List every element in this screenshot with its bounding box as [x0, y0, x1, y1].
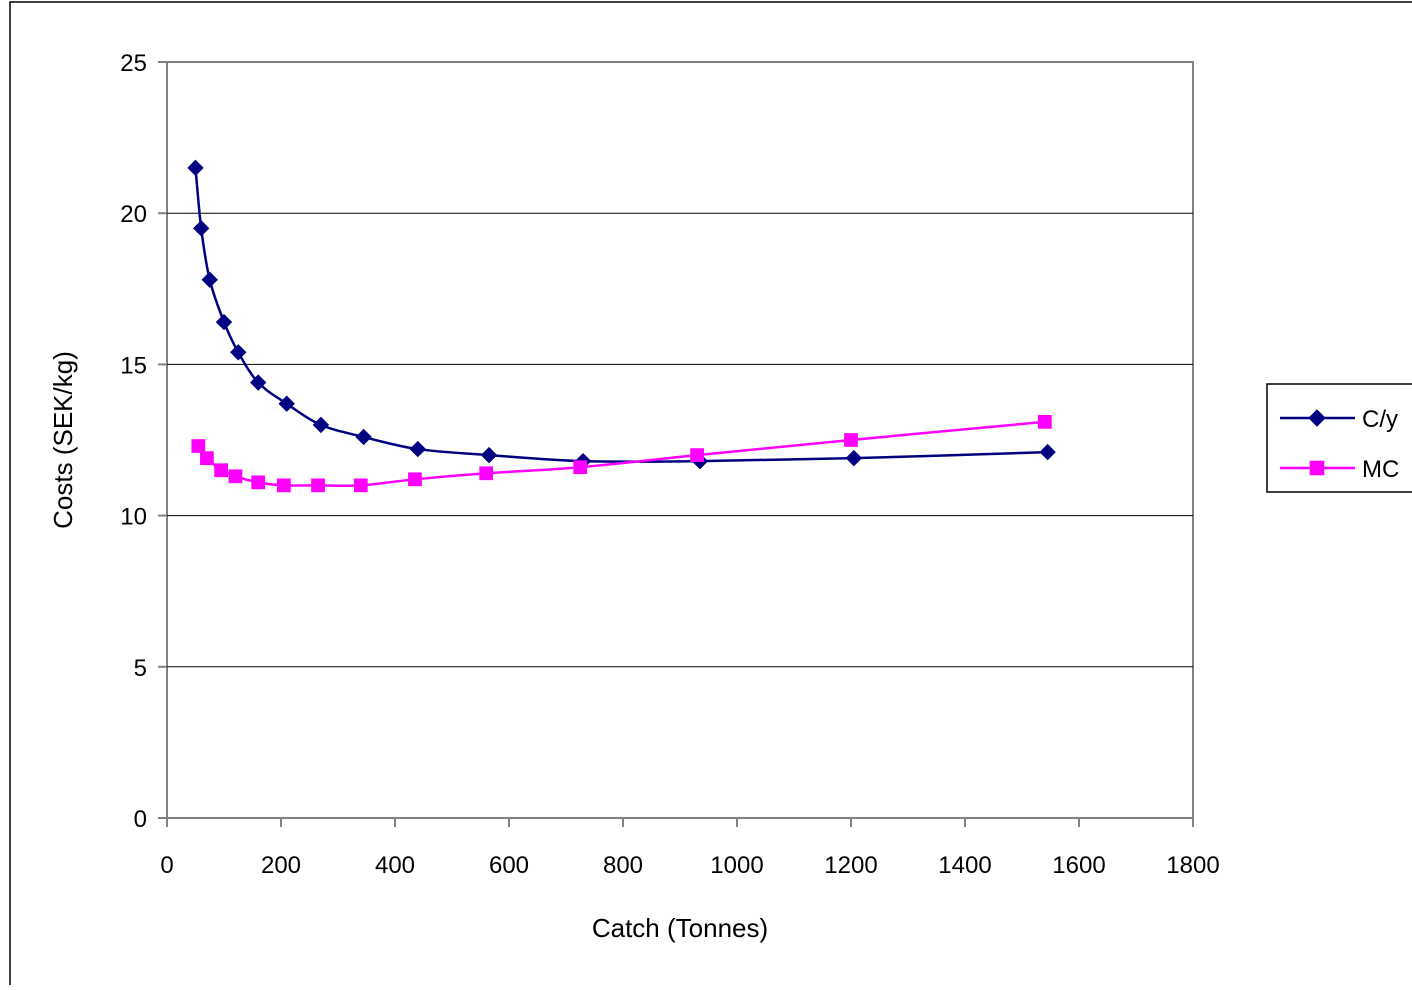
data-point [409, 440, 427, 458]
data-point [408, 472, 422, 487]
x-tick-label: 0 [160, 852, 173, 879]
data-point [230, 344, 247, 361]
data-point [844, 433, 858, 447]
data-point [353, 478, 368, 493]
y-axis-title: Costs (SEK/kg) [48, 351, 78, 529]
legend-label: MC [1362, 456, 1399, 483]
series-0 [187, 159, 1056, 470]
x-tick-label: 1600 [1052, 852, 1105, 879]
series-1 [191, 414, 1052, 493]
legend: C/y MC [1266, 383, 1412, 493]
x-tick-label: 400 [375, 852, 415, 879]
legend-label: C/y [1362, 406, 1398, 433]
x-axis-title: Catch (Tonnes) [592, 913, 768, 943]
data-point [480, 446, 498, 464]
y-tick-label: 0 [134, 806, 147, 833]
data-point [278, 395, 295, 412]
legend-marker [1308, 409, 1326, 427]
data-point [249, 374, 267, 391]
data-point [200, 451, 214, 466]
legend-items: C/y MC [1280, 406, 1399, 483]
plot-area [166, 61, 1194, 819]
data-point [479, 466, 494, 481]
legend-box [1266, 383, 1412, 493]
x-tick-label: 1000 [710, 852, 763, 879]
data-point [311, 478, 325, 493]
data-point [845, 449, 863, 467]
data-point [1037, 414, 1052, 429]
x-tick-label: 600 [489, 852, 529, 879]
legend-marker [1309, 460, 1325, 476]
x-tick-label: 1400 [938, 852, 991, 879]
y-tick-label: 10 [120, 504, 147, 531]
x-tick-label: 800 [603, 852, 643, 879]
y-tick-label: 15 [120, 352, 147, 379]
data-point [355, 428, 372, 446]
data-point [192, 220, 210, 237]
axes: 0 5 10 15 20 25 0 200 400 600 800 1000 1200 1400 1600 1… [120, 50, 1219, 879]
x-tick-label: 200 [261, 852, 301, 879]
series-lines [187, 159, 1056, 493]
data-point [215, 313, 233, 331]
data-point [214, 463, 229, 478]
data-point [690, 448, 704, 462]
data-point [228, 469, 243, 484]
data-point [312, 416, 330, 434]
data-point [187, 159, 204, 177]
x-tick-label: 1800 [1166, 852, 1219, 879]
data-point [201, 271, 218, 288]
data-point [573, 460, 588, 475]
data-point [191, 439, 206, 453]
data-point [276, 478, 291, 493]
data-point [1039, 443, 1056, 461]
x-tick-label: 1200 [824, 852, 877, 879]
y-tick-label: 5 [134, 655, 147, 682]
gridlines [167, 212, 1193, 668]
data-point [251, 475, 266, 490]
y-tick-label: 25 [120, 50, 147, 77]
y-tick-label: 20 [120, 201, 147, 228]
